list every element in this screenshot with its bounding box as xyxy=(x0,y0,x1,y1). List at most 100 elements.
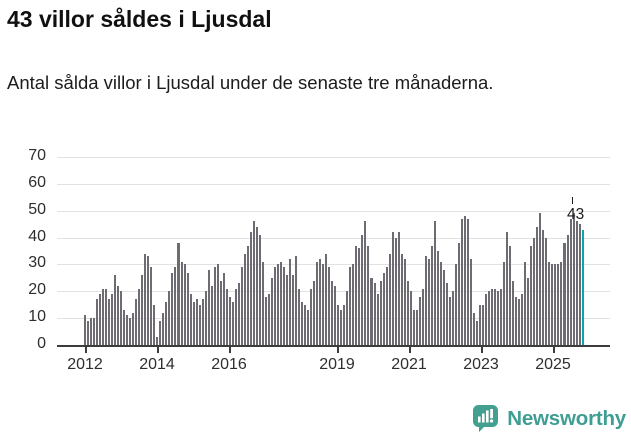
bar xyxy=(117,285,120,345)
bar xyxy=(427,259,430,345)
bar xyxy=(267,293,270,345)
bar xyxy=(515,296,518,345)
bar xyxy=(111,293,114,345)
bar xyxy=(189,293,192,345)
bar xyxy=(307,310,310,345)
annotation-text: 43 xyxy=(566,205,585,223)
bar xyxy=(255,226,258,345)
bar xyxy=(295,256,298,345)
bar xyxy=(557,264,560,345)
bar xyxy=(512,280,515,345)
bar xyxy=(237,283,240,345)
bar xyxy=(286,275,289,345)
bar xyxy=(470,259,473,345)
bar xyxy=(261,261,264,345)
bar xyxy=(183,264,186,345)
x-axis-tick-label: 2014 xyxy=(139,356,175,373)
bar xyxy=(120,291,123,345)
bar xyxy=(488,291,491,345)
bar xyxy=(482,304,485,345)
bar xyxy=(126,315,129,345)
newsworthy-logo-icon xyxy=(473,405,499,432)
brand-name: Newsworthy xyxy=(507,406,626,430)
bar xyxy=(144,253,147,345)
bar xyxy=(409,291,412,345)
bar xyxy=(328,267,331,345)
bar xyxy=(150,267,153,345)
bar xyxy=(177,242,180,345)
bar xyxy=(252,221,255,345)
bar xyxy=(258,234,261,345)
bar xyxy=(560,261,563,345)
bar xyxy=(162,312,165,345)
bar xyxy=(473,312,476,345)
bar xyxy=(171,272,174,345)
x-axis-tick-label: 2021 xyxy=(391,356,427,373)
bar xyxy=(497,291,500,345)
bar xyxy=(527,277,530,345)
bar xyxy=(578,224,581,345)
bar xyxy=(445,283,448,345)
bar xyxy=(147,256,150,345)
y-axis-tick-label: 60 xyxy=(28,173,46,191)
bar xyxy=(240,267,243,345)
bar xyxy=(566,234,569,345)
bar xyxy=(370,277,373,345)
bar xyxy=(433,221,436,345)
bar xyxy=(322,264,325,345)
chart-subtitle: Antal sålda villor i Ljusdal under de se… xyxy=(7,72,494,93)
bar xyxy=(192,302,195,345)
bar xyxy=(430,245,433,345)
x-axis-tick xyxy=(481,347,483,353)
x-axis-tick xyxy=(337,347,339,353)
bar xyxy=(213,267,216,345)
bar xyxy=(466,218,469,345)
bar xyxy=(379,280,382,345)
bar xyxy=(195,299,198,345)
bar xyxy=(397,232,400,345)
bar xyxy=(138,288,141,345)
bar xyxy=(96,299,99,345)
bar xyxy=(301,302,304,345)
bar xyxy=(436,251,439,345)
bar xyxy=(159,320,162,345)
bar xyxy=(373,283,376,345)
highlight-value-label: 43 xyxy=(566,196,585,224)
bar xyxy=(503,261,506,345)
bar xyxy=(141,275,144,345)
bar xyxy=(448,296,451,345)
bar xyxy=(231,302,234,345)
gridline-y40 xyxy=(57,237,610,239)
bar xyxy=(84,315,87,345)
page-title: 43 villor såldes i Ljusdal xyxy=(7,6,272,32)
bar xyxy=(325,253,328,345)
bar xyxy=(277,264,280,345)
bar xyxy=(454,264,457,345)
bar xyxy=(123,310,126,345)
bar xyxy=(201,299,204,345)
bar xyxy=(273,267,276,345)
x-axis-tick-label: 2023 xyxy=(463,356,499,373)
bar xyxy=(316,261,319,345)
bar xyxy=(367,245,370,345)
bar xyxy=(243,253,246,345)
y-axis-tick-label: 40 xyxy=(28,227,46,245)
bar xyxy=(264,296,267,345)
bar xyxy=(283,267,286,345)
bar xyxy=(114,275,117,345)
bar xyxy=(222,272,225,345)
bar xyxy=(168,291,171,345)
bar xyxy=(210,285,213,345)
bar xyxy=(337,304,340,345)
bar xyxy=(349,267,352,345)
bar xyxy=(319,259,322,345)
bar xyxy=(198,304,201,345)
bar xyxy=(204,291,207,345)
newsworthy-brand: Newsworthy xyxy=(472,404,626,433)
x-axis-tick xyxy=(85,347,87,353)
bar xyxy=(270,277,273,345)
bar xyxy=(412,310,415,345)
bar xyxy=(135,299,138,345)
bar xyxy=(476,320,479,345)
bar xyxy=(382,272,385,345)
